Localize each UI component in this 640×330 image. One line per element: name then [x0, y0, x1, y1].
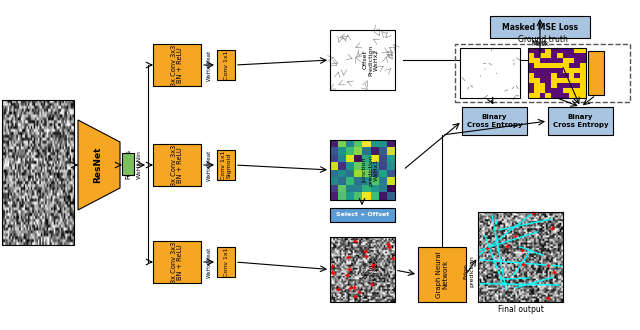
Text: Binary
Cross Entropy: Binary Cross Entropy [467, 115, 522, 127]
FancyBboxPatch shape [462, 107, 527, 135]
FancyBboxPatch shape [153, 44, 201, 86]
Text: Features: Features [125, 149, 131, 179]
Text: Binary
Cross Entropy: Binary Cross Entropy [553, 115, 608, 127]
Text: Node
Features
WxHx256: Node Features WxHx256 [362, 254, 379, 284]
Text: Edge
prediction: Edge prediction [463, 256, 474, 287]
FancyBboxPatch shape [490, 16, 590, 38]
Text: Offset
Prediction
WxHx2: Offset Prediction WxHx2 [362, 44, 379, 76]
Text: Ground truth: Ground truth [518, 35, 568, 44]
FancyBboxPatch shape [217, 50, 235, 80]
Text: Masked MSE Loss: Masked MSE Loss [502, 22, 578, 31]
Text: 3x Conv 3x3
BN + ReLU: 3x Conv 3x3 BN + ReLU [170, 44, 184, 85]
Text: Junction
prediction
WxHx1: Junction prediction WxHx1 [362, 154, 379, 186]
Text: WxHxNfeat: WxHxNfeat [207, 149, 211, 181]
FancyBboxPatch shape [548, 107, 613, 135]
Text: Graph Neural
Network: Graph Neural Network [435, 251, 449, 298]
FancyBboxPatch shape [418, 247, 466, 302]
Text: Conv 1x1
Sigmoid: Conv 1x1 Sigmoid [221, 150, 232, 180]
Text: Mask: Mask [532, 40, 548, 45]
FancyBboxPatch shape [217, 247, 235, 277]
Text: Conv 1x1: Conv 1x1 [223, 247, 228, 277]
Text: Final output: Final output [497, 305, 543, 314]
FancyBboxPatch shape [153, 144, 201, 186]
FancyBboxPatch shape [330, 208, 395, 222]
Text: WxHxNfeat: WxHxNfeat [207, 50, 211, 81]
Text: Select + Offset: Select + Offset [336, 213, 389, 217]
Text: ResNet: ResNet [93, 147, 102, 183]
Polygon shape [78, 120, 120, 210]
Text: 3x Conv 3x3
BN + ReLU: 3x Conv 3x3 BN + ReLU [170, 145, 184, 185]
Text: WxHxNin: WxHxNin [136, 150, 141, 180]
Text: 3x Conv 3x3
BN + ReLU: 3x Conv 3x3 BN + ReLU [170, 241, 184, 282]
FancyBboxPatch shape [153, 241, 201, 283]
FancyBboxPatch shape [588, 51, 604, 95]
Text: Conv 1x1: Conv 1x1 [223, 50, 228, 80]
Text: Mask: Mask [531, 41, 549, 47]
Text: WxHxNfeat: WxHxNfeat [207, 247, 211, 278]
FancyBboxPatch shape [122, 153, 134, 175]
FancyBboxPatch shape [217, 150, 235, 180]
Text: Edge List: Edge List [593, 57, 599, 89]
